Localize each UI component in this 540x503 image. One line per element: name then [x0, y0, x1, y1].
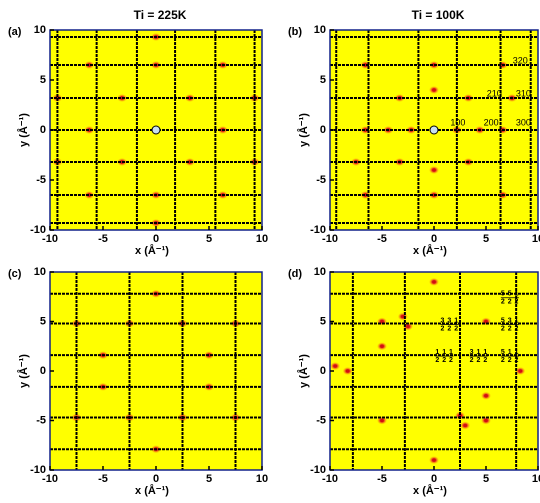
- x-tick-label: 5: [483, 473, 489, 485]
- index-denominator: 2 2 2: [441, 325, 459, 332]
- y-axis-label: y (Å⁻¹): [17, 113, 30, 147]
- miller-index: 310: [516, 88, 531, 98]
- figure: -10 -5 0 5 10 -10 -5 0 5 10 x (Å⁻¹) y (Å⁻¹) (a) Ti = …: [0, 0, 540, 503]
- y-tick-label: -10: [30, 464, 46, 476]
- diffraction-spot-core: [333, 364, 337, 367]
- plot-background: [50, 272, 262, 470]
- index-denominator: 2 2 2: [470, 357, 488, 364]
- y-tick-label: 0: [320, 365, 326, 377]
- beam-stop: [430, 126, 438, 134]
- index-numerator: 3 3 1: [441, 317, 459, 324]
- index-numerator: 5 5 1: [501, 291, 519, 298]
- panel-title: Ti = 100K: [412, 8, 465, 22]
- miller-index: 320: [513, 55, 528, 65]
- diffraction-spot-core: [346, 369, 350, 372]
- index-denominator: 2 2 2: [501, 357, 519, 364]
- x-tick-label: 5: [483, 233, 489, 245]
- x-tick-label: 5: [206, 233, 212, 245]
- y-axis-label: y (Å⁻¹): [297, 113, 310, 147]
- page: -10 -5 0 5 10 -10 -5 0 5 10 x (Å⁻¹) y (Å⁻¹) (a) Ti = …: [0, 0, 540, 503]
- miller-index: 300: [516, 117, 531, 127]
- x-tick-label: -5: [98, 473, 108, 485]
- y-tick-label: 10: [34, 266, 46, 278]
- y-tick-label: 0: [40, 365, 46, 377]
- panel-label: (b): [288, 26, 302, 38]
- panel-label: (d): [288, 268, 302, 280]
- y-tick-label: 0: [320, 124, 326, 136]
- x-axis-label: x (Å⁻¹): [135, 484, 169, 497]
- x-tick-label: 0: [153, 233, 159, 245]
- diffraction-spot-core: [432, 459, 436, 462]
- diffraction-spot-core: [432, 88, 436, 91]
- x-tick-label: 10: [532, 473, 540, 485]
- diffraction-spot-core: [463, 424, 467, 427]
- diffraction-spot-core: [519, 369, 523, 372]
- diffraction-spot-core: [380, 345, 384, 348]
- panel-label: (a): [8, 26, 22, 38]
- y-tick-label: -10: [310, 224, 326, 236]
- y-tick-label: -5: [36, 414, 46, 426]
- index-denominator: 2 2 2: [435, 357, 453, 364]
- y-tick-label: 0: [40, 124, 46, 136]
- x-axis-label: x (Å⁻¹): [413, 484, 447, 497]
- diffraction-spot-core: [484, 419, 488, 422]
- diffraction-spot-core: [432, 168, 436, 171]
- index-numerator: 5 1 1: [501, 349, 519, 356]
- y-tick-label: 5: [40, 74, 46, 86]
- diffraction-spot-core: [432, 280, 436, 283]
- y-tick-label: 5: [320, 74, 326, 86]
- x-tick-label: 10: [256, 233, 268, 245]
- x-tick-label: 5: [206, 473, 212, 485]
- index-numerator: 1 1 1: [435, 349, 453, 356]
- index-denominator: 2 2 2: [501, 299, 519, 306]
- x-tick-label: -5: [377, 473, 387, 485]
- y-tick-label: -10: [310, 464, 326, 476]
- x-tick-label: -5: [377, 233, 387, 245]
- x-tick-label: 0: [431, 473, 437, 485]
- x-tick-label: 10: [532, 233, 540, 245]
- y-axis-label: y (Å⁻¹): [17, 354, 30, 388]
- x-axis-label: x (Å⁻¹): [413, 244, 447, 257]
- diffraction-spot-core: [484, 394, 488, 397]
- x-axis-label: x (Å⁻¹): [135, 244, 169, 257]
- x-tick-label: 10: [256, 473, 268, 485]
- y-tick-label: 10: [314, 24, 326, 36]
- y-tick-label: -5: [316, 414, 326, 426]
- x-tick-label: 0: [153, 473, 159, 485]
- y-tick-label: 10: [314, 266, 326, 278]
- index-numerator: 3 1 1: [470, 349, 488, 356]
- miller-index: 210: [487, 88, 502, 98]
- y-tick-label: 10: [34, 24, 46, 36]
- miller-index: 100: [450, 117, 465, 127]
- index-numerator: 5 3 1: [501, 317, 519, 324]
- index-denominator: 2 2 2: [501, 325, 519, 332]
- y-tick-label: -10: [30, 224, 46, 236]
- diffraction-spot-core: [406, 325, 410, 328]
- panel-label: (c): [8, 268, 22, 280]
- x-tick-label: -5: [98, 233, 108, 245]
- y-tick-label: -5: [36, 174, 46, 186]
- y-tick-label: -5: [316, 174, 326, 186]
- diffraction-spot-core: [380, 419, 384, 422]
- x-tick-label: 0: [431, 233, 437, 245]
- miller-index: 200: [484, 117, 499, 127]
- y-axis-label: y (Å⁻¹): [297, 354, 310, 388]
- y-tick-label: 5: [320, 315, 326, 327]
- y-tick-label: 5: [40, 315, 46, 327]
- beam-stop: [152, 126, 160, 134]
- panel-title: Ti = 225K: [134, 8, 187, 22]
